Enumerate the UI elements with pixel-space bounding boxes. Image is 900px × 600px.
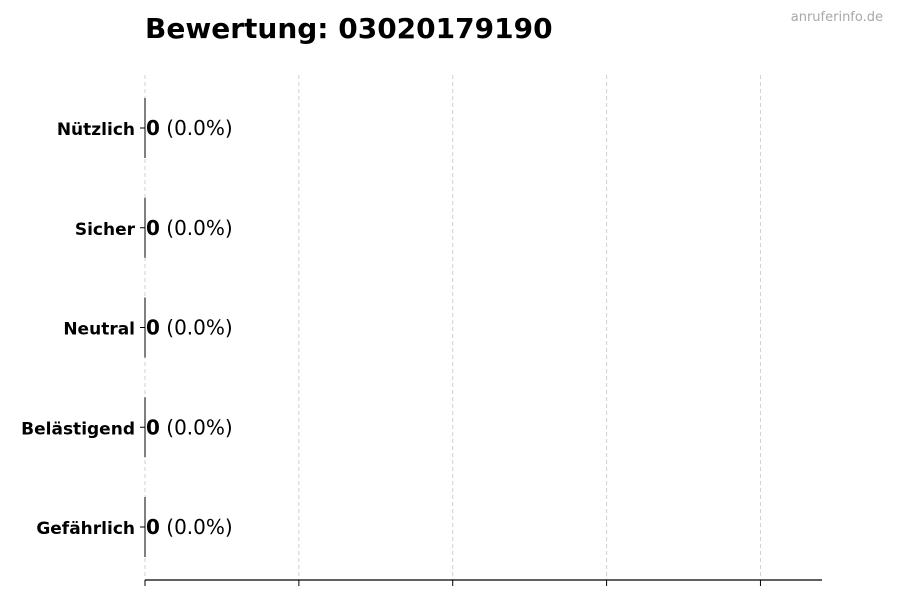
data-label-count: 0 xyxy=(146,415,160,439)
data-label-percent: (0.0%) xyxy=(160,415,233,439)
data-label-percent: (0.0%) xyxy=(160,116,233,140)
data-label-count: 0 xyxy=(146,216,160,240)
chart-title: Bewertung: 03020179190 xyxy=(145,12,553,45)
y-tick-label: Sicher xyxy=(75,220,136,240)
y-tick-label: Nützlich xyxy=(57,120,135,140)
data-label-percent: (0.0%) xyxy=(160,515,233,539)
data-label-count: 0 xyxy=(146,116,160,140)
data-label-count: 0 xyxy=(146,316,160,340)
data-label: 0 (0.0%) xyxy=(146,415,233,439)
y-tick-label: Gefährlich xyxy=(36,519,135,539)
data-label: 0 (0.0%) xyxy=(146,116,233,140)
data-label-percent: (0.0%) xyxy=(160,316,233,340)
watermark: anruferinfo.de xyxy=(790,10,883,25)
data-label: 0 (0.0%) xyxy=(146,216,233,240)
y-tick-label: Belästigend xyxy=(21,419,135,439)
y-tick-label: Neutral xyxy=(63,320,135,340)
data-label-count: 0 xyxy=(146,515,160,539)
data-label: 0 (0.0%) xyxy=(146,316,233,340)
data-label: 0 (0.0%) xyxy=(146,515,233,539)
data-label-percent: (0.0%) xyxy=(160,216,233,240)
